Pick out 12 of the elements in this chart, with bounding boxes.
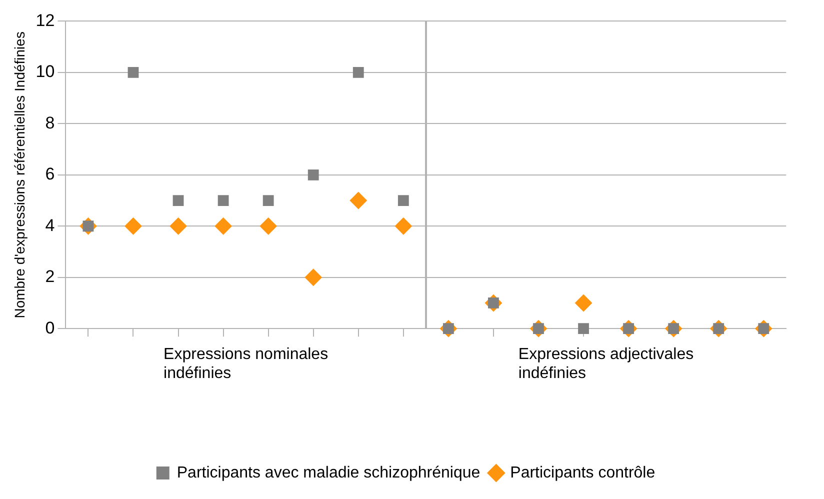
y-tick-label: 8 [45,113,55,132]
y-tick-label: 12 [36,10,55,30]
text: Expressions nominales indéfinies [164,346,328,382]
legend-label: Participants contrôle [510,464,656,482]
legend-label: Participants avec maladie schizophrénique [176,464,480,482]
y-tick-label: 4 [45,216,55,235]
y-axis-title: Nombre d'expressions référentielles Indéfinies [11,32,28,318]
y-tick-label: 2 [45,267,55,286]
y-tick-label: 0 [45,318,55,338]
y-tick-label: 10 [36,62,55,82]
text: Expressions adjectivales indéfinies [518,346,694,382]
y-tick-label: 6 [45,164,55,184]
